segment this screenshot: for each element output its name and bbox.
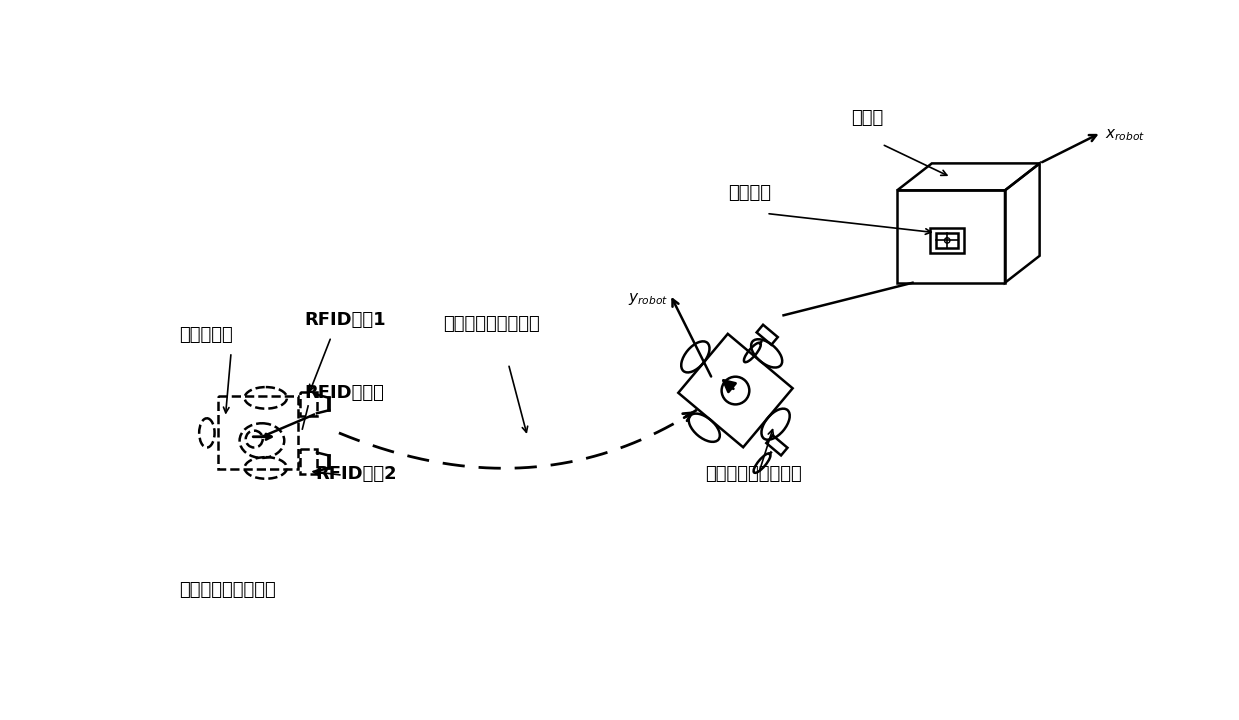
Text: 目标标签: 目标标签 <box>727 184 771 202</box>
Text: RFID天线1: RFID天线1 <box>305 311 385 329</box>
Bar <box>930 228 964 253</box>
Bar <box>300 392 317 416</box>
Text: $y_{robot}$: $y_{robot}$ <box>628 291 668 307</box>
Text: 移动机器人运动轨迹: 移动机器人运动轨迹 <box>442 315 540 333</box>
Text: 移动机器人最终位置: 移动机器人最终位置 <box>705 465 802 483</box>
Bar <box>766 436 788 456</box>
Text: 目标物: 目标物 <box>851 109 883 127</box>
Bar <box>300 449 317 474</box>
Text: 移动机器人初始位置: 移动机器人初始位置 <box>180 580 276 598</box>
Text: 移动机器人: 移动机器人 <box>180 326 233 344</box>
Bar <box>937 233 958 248</box>
Text: RFID读写器: RFID读写器 <box>305 384 384 402</box>
Bar <box>897 190 1005 283</box>
Bar <box>218 396 299 469</box>
Bar <box>757 325 778 345</box>
Text: RFID天线2: RFID天线2 <box>316 465 398 483</box>
Text: $x_{robot}$: $x_{robot}$ <box>1105 127 1145 143</box>
Bar <box>678 334 793 447</box>
